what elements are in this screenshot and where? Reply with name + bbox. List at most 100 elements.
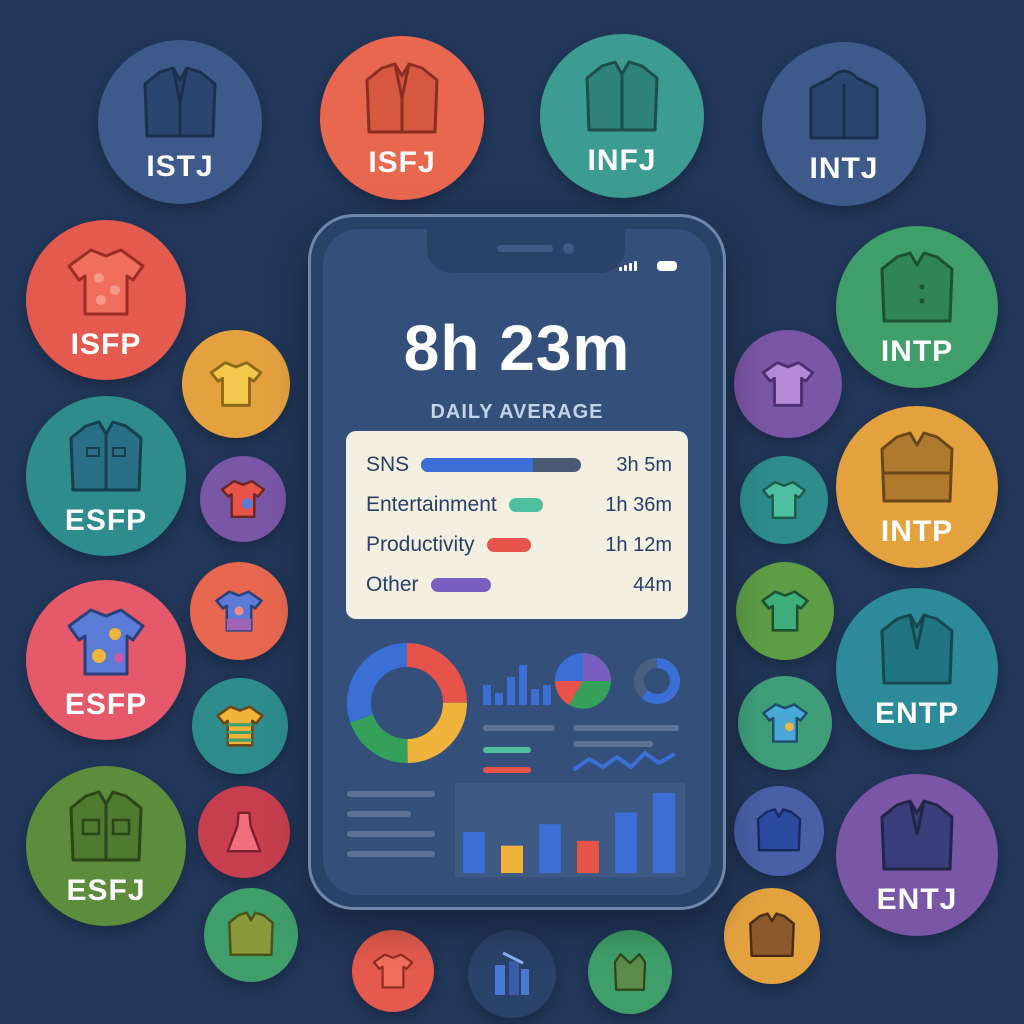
- small-circle-green-shirt[interactable]: [736, 562, 834, 660]
- usage-row-productivity[interactable]: Productivity 1h 12m: [366, 531, 672, 559]
- mini-bar-chart[interactable]: [483, 665, 551, 705]
- jacket-icon: [585, 60, 659, 132]
- phone-screen: 8h 23m DAILY AVERAGE SNS 3h 5m Entertain…: [323, 229, 711, 895]
- t-shirt-icon: [761, 361, 815, 407]
- t-shirt-icon: [372, 953, 414, 989]
- usage-row-other[interactable]: Other 44m: [366, 571, 672, 599]
- small-circle-striped-shirt[interactable]: [192, 678, 288, 774]
- usage-time: 1h 12m: [605, 533, 672, 556]
- usage-time: 1h 36m: [605, 493, 672, 516]
- phone-frame: 8h 23m DAILY AVERAGE SNS 3h 5m Entertain…: [308, 214, 726, 910]
- small-circle-olive-jacket[interactable]: [204, 888, 298, 982]
- small-circle-tech-gadget[interactable]: [468, 930, 556, 1018]
- bottom-bar-chart[interactable]: [463, 793, 675, 873]
- usage-category: Entertainment: [366, 493, 497, 516]
- small-circle-purple-shirt[interactable]: [200, 456, 286, 542]
- placeholder-line: [347, 831, 435, 837]
- t-shirt-icon: [220, 479, 266, 519]
- pie-chart[interactable]: [555, 653, 611, 709]
- usage-row-sns[interactable]: SNS 3h 5m: [366, 451, 672, 479]
- mbti-label: ESFP: [64, 504, 148, 537]
- small-circle-purple-top[interactable]: [734, 330, 842, 438]
- small-circle-navy-blazer[interactable]: [734, 786, 824, 876]
- sparkline: [573, 751, 675, 771]
- usage-bar-fill: [421, 458, 534, 472]
- small-circle-green-vest[interactable]: [588, 930, 672, 1014]
- mbti-label: INTP: [880, 515, 954, 548]
- mbti-label: ENTP: [874, 697, 959, 730]
- small-circle-red-dress[interactable]: [198, 786, 290, 878]
- placeholder-line: [347, 851, 435, 857]
- pie-slice: [583, 653, 611, 681]
- mbti-circle-istj[interactable]: ISTJ: [98, 40, 262, 204]
- pie-slice: [555, 653, 583, 681]
- blazer-icon: [756, 808, 802, 852]
- bottom-bar: [463, 832, 485, 873]
- trench-coat-icon: [880, 431, 954, 503]
- mini-bar: [483, 685, 491, 705]
- mbti-label: ISFP: [70, 328, 142, 361]
- donut-segment: [347, 643, 467, 763]
- mbti-circle-isfp[interactable]: ISFP: [26, 220, 186, 380]
- placeholder-line: [483, 747, 531, 753]
- mbti-circle-esfp-1[interactable]: ESFP: [26, 396, 186, 556]
- bottom-bar: [653, 793, 675, 873]
- usage-bar: [430, 578, 491, 592]
- blazer-icon: [143, 66, 217, 138]
- usage-bar: [421, 458, 582, 472]
- bottom-bar: [501, 845, 523, 873]
- usage-category: SNS: [366, 453, 410, 476]
- shirt-icon: [761, 480, 807, 520]
- mbti-label: INFJ: [587, 144, 657, 177]
- bar-chart-panel: [455, 783, 685, 877]
- donut-chart[interactable]: [347, 643, 467, 763]
- mbti-circle-esfj[interactable]: ESFJ: [26, 766, 186, 926]
- usage-row-entertainment[interactable]: Entertainment 1h 36m: [366, 491, 672, 519]
- usage-category: Productivity: [366, 533, 475, 556]
- mbti-circle-entj[interactable]: ENTJ: [836, 774, 998, 936]
- small-circle-teal-shirt[interactable]: [740, 456, 828, 544]
- blazer-icon: [365, 62, 439, 134]
- mbti-circle-esfp-2[interactable]: ESFP: [26, 580, 186, 740]
- mini-bar: [543, 685, 551, 705]
- placeholder-line: [573, 725, 679, 731]
- mbti-label: ESFP: [64, 688, 148, 721]
- mbti-label: INTJ: [809, 152, 879, 185]
- usage-category: Other: [366, 573, 419, 596]
- hooded-coat-icon: [809, 69, 879, 140]
- jacket-icon: [228, 911, 274, 957]
- mbti-circle-intj[interactable]: INTJ: [762, 42, 926, 206]
- mbti-circle-infj[interactable]: INFJ: [540, 34, 704, 198]
- mbti-label: INTP: [880, 335, 954, 368]
- placeholder-line: [573, 741, 653, 747]
- placeholder-line: [483, 725, 555, 731]
- mbti-circle-intp-1[interactable]: INTP: [836, 226, 998, 388]
- usage-time: 3h 5m: [616, 453, 672, 476]
- mini-bar: [495, 693, 503, 705]
- speaker: [497, 245, 553, 252]
- placeholder-line: [347, 791, 435, 797]
- mbti-circle-isfj[interactable]: ISFJ: [320, 36, 484, 200]
- donut-segment: [347, 643, 467, 763]
- small-circle-blue-shirt[interactable]: [738, 676, 832, 770]
- dashboard-charts: [347, 643, 685, 877]
- placeholder-line: [347, 811, 411, 817]
- placeholder-line: [483, 767, 531, 773]
- mbti-label: ENTJ: [876, 883, 958, 916]
- mbti-circle-entp[interactable]: ENTP: [836, 588, 998, 750]
- mbti-circle-intp-2[interactable]: INTP: [836, 406, 998, 568]
- mini-bar: [531, 689, 539, 705]
- patterned-shirt-icon: [67, 248, 145, 316]
- small-circle-brown-coat[interactable]: [724, 888, 820, 984]
- suit-jacket-icon: [880, 799, 954, 871]
- usage-breakdown-card[interactable]: SNS 3h 5m Entertainment 1h 36m Productiv…: [346, 431, 688, 619]
- t-shirt-icon: [762, 703, 808, 743]
- bottom-bar: [577, 840, 599, 873]
- ring-chart[interactable]: [634, 658, 680, 704]
- pie-slice: [555, 681, 583, 705]
- small-circle-red-shirt[interactable]: [352, 930, 434, 1012]
- pie-slice: [569, 681, 611, 709]
- coat-icon: [880, 251, 954, 323]
- small-circle-yellow-shirt[interactable]: [182, 330, 290, 438]
- small-circle-orange-shirt[interactable]: [190, 562, 288, 660]
